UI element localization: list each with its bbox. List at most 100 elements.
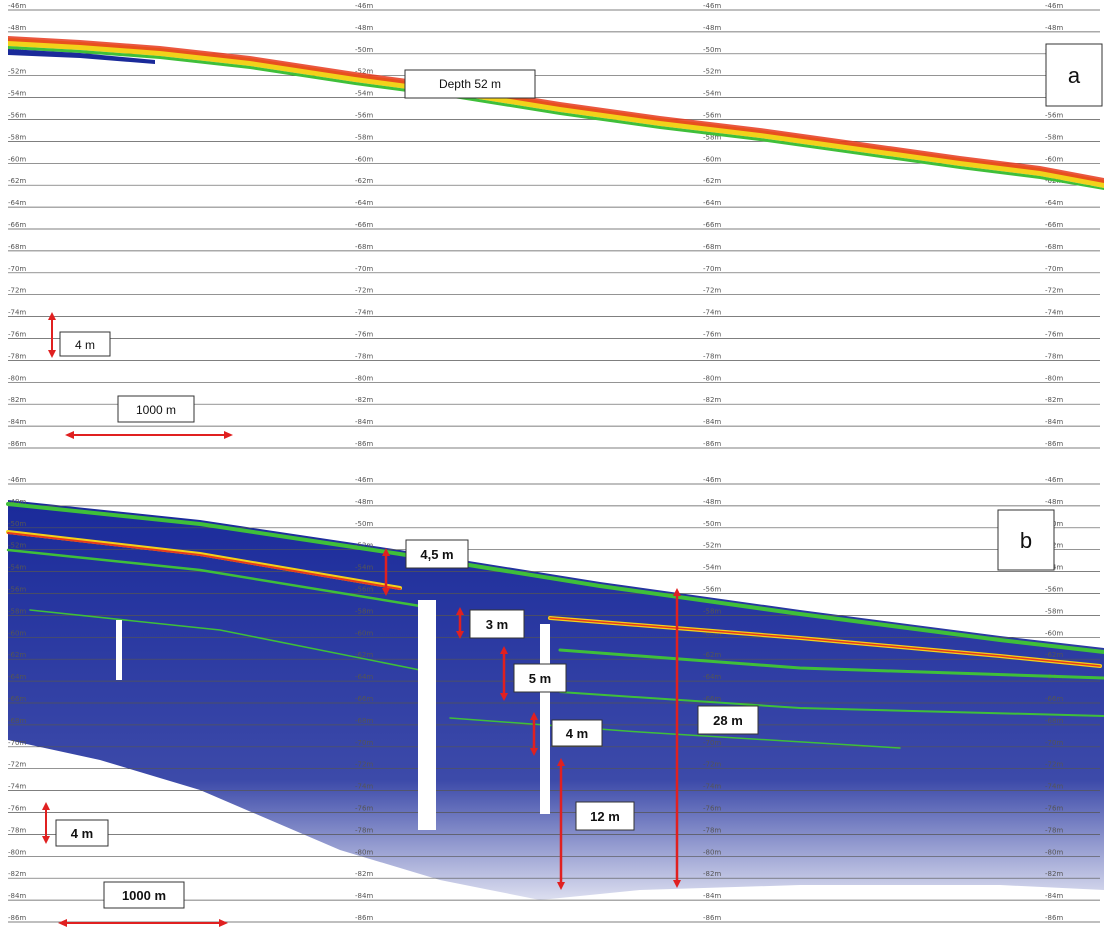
panel-b-depth-tick: -62m (355, 651, 373, 659)
panel-b-depth-tick: -66m (1045, 695, 1063, 703)
panel-b-depth-tick: -80m (1045, 848, 1063, 856)
panel-a-depth-tick: -48m (1045, 24, 1063, 32)
panel-b-depth-tick: -84m (355, 892, 373, 900)
panel-a-depth-tick: -46m (8, 2, 26, 10)
panel-a-depth-tick: -76m (703, 331, 721, 339)
panel-b-depth-tick: -80m (703, 848, 721, 856)
panel-b: -46m -46m -46m -46m -48m -48m -48m -48m -50m -50m… (0, 470, 1104, 927)
panel-a-depth-tick: -62m (355, 177, 373, 185)
panel-a-depth-tick: -56m (8, 112, 26, 120)
panel-a-depth-tick: -74m (1045, 309, 1063, 317)
panel-b-depth-tick: -50m (8, 520, 26, 528)
panel-a-depth-tick: -52m (355, 68, 373, 76)
panel-b-depth-tick: -66m (703, 695, 721, 703)
panel-a-depth-tick: -54m (355, 90, 373, 98)
panel-b-depth-tick: -50m (355, 520, 373, 528)
panel-b-depth-tick: -62m (703, 651, 721, 659)
panel-b-depth-tick: -60m (355, 629, 373, 637)
panel-a-depth-tick: -82m (703, 396, 721, 404)
panel-b-depth-tick: -78m (703, 826, 721, 834)
panel-a: -46m -46m -46m -46m -48m -48m -48m -48m -50m -50m… (0, 0, 1104, 460)
panel-b-depth-tick: -48m (355, 498, 373, 506)
panel-a-depth-tick: -74m (703, 309, 721, 317)
panel-a-depth-tick: -82m (355, 396, 373, 404)
panel-b-depth-tick: -80m (355, 848, 373, 856)
panel-b-depth-tick: -52m (8, 542, 26, 550)
panel-a-depth-tick: -68m (355, 243, 373, 251)
panel-a-depth-tick: -78m (8, 352, 26, 360)
panel-b-depth-tick: -70m (703, 739, 721, 747)
panel-a-depth-tick: -54m (8, 90, 26, 98)
panel-a-echogram: -46m -46m -46m -46m -48m -48m -48m -48m -50m -50m… (8, 2, 1104, 449)
panel-a-depth-tick: -66m (1045, 221, 1063, 229)
panel-a-depth-tick: -58m (8, 133, 26, 141)
thickness-label-6: 28 m (713, 713, 743, 728)
panel-a-depth-tick: -72m (8, 287, 26, 295)
panel-a-depth-tick: -60m (703, 155, 721, 163)
panel-a-depth-tick: -86m (703, 440, 721, 448)
panel-b-depth-tick: -84m (703, 892, 721, 900)
panel-a-depth-tick: -70m (355, 265, 373, 273)
panel-a-seabed-echo (8, 36, 1104, 190)
panel-b-depth-tick: -58m (355, 607, 373, 615)
panel-b-depth-tick: -72m (355, 761, 373, 769)
panel-b-depth-tick: -60m (1045, 629, 1063, 637)
panel-a-depth-tick: -62m (8, 177, 26, 185)
panel-a-depth-tick: -60m (355, 155, 373, 163)
panel-a-depth-tick: -64m (703, 199, 721, 207)
panel-a-depth-tick: -80m (703, 374, 721, 382)
panel-b-depth-tick: -74m (703, 783, 721, 791)
panel-a-depth-tick: -84m (1045, 418, 1063, 426)
panel-a-horizontal-scale-label: 1000 m (136, 403, 176, 417)
panel-b-depth-tick: -68m (8, 717, 26, 725)
panel-a-depth-tick: -50m (355, 46, 373, 54)
panel-a-depth-tick: -56m (355, 112, 373, 120)
panel-a-depth-tick: -58m (703, 133, 721, 141)
panel-b-depth-tick: -82m (355, 870, 373, 878)
panel-b-depth-tick: -52m (355, 542, 373, 550)
panel-b-depth-tick: -58m (703, 607, 721, 615)
panel-b-depth-tick: -46m (8, 476, 26, 484)
panel-b-depth-tick: -62m (1045, 651, 1063, 659)
panel-a-depth-tick: -86m (355, 440, 373, 448)
panel-a-depth-tick: -84m (355, 418, 373, 426)
panel-b-echogram: -46m -46m -46m -46m -48m -48m -48m -48m -50m -50m… (6, 476, 1104, 927)
panel-b-depth-tick: -74m (355, 783, 373, 791)
data-gap-2 (540, 624, 550, 814)
panel-a-depth-tick: -70m (8, 265, 26, 273)
panel-b-vertical-scale: 4 m (42, 802, 109, 847)
thickness-label-3: 5 m (529, 671, 551, 686)
data-gap-1 (418, 600, 436, 830)
panel-b-letter-box: b (997, 509, 1055, 571)
panel-a-depth-tick: -66m (355, 221, 373, 229)
panel-a-depth-tick: -50m (703, 46, 721, 54)
panel-a-depth-tick: -60m (1045, 155, 1063, 163)
panel-b-depth-tick: -78m (355, 826, 373, 834)
data-gap-3 (116, 620, 122, 680)
panel-a-depth-tick: -62m (703, 177, 721, 185)
panel-a-depth-tick: -70m (703, 265, 721, 273)
panel-b-depth-tick: -48m (1045, 498, 1063, 506)
panel-b-depth-tick: -78m (1045, 826, 1063, 834)
panel-a-depth-tick: -48m (8, 24, 26, 32)
thickness-label-4: 4 m (566, 726, 588, 741)
panel-b-depth-tick: -76m (1045, 805, 1063, 813)
panel-b-depth-tick: -86m (355, 914, 373, 922)
panel-a-depth-tick: -58m (1045, 133, 1063, 141)
panel-b-depth-tick: -64m (8, 673, 26, 681)
panel-b-depth-tick: -74m (1045, 783, 1063, 791)
panel-a-depth-tick: -78m (1045, 352, 1063, 360)
panel-b-depth-tick: -46m (703, 476, 721, 484)
panel-a-depth-tick: -86m (8, 440, 26, 448)
panel-b-depth-tick: -58m (8, 607, 26, 615)
panel-a-depth-tick: -64m (355, 199, 373, 207)
panel-b-depth-tick: -46m (1045, 476, 1063, 484)
panel-b-depth-tick: -86m (703, 914, 721, 922)
panel-a-depth-tick: -48m (703, 24, 721, 32)
panel-a-depth-tick: -78m (355, 352, 373, 360)
panel-b-horizontal-scale-label: 1000 m (122, 888, 166, 903)
panel-b-depth-tick: -64m (703, 673, 721, 681)
panel-a-horizontal-scale: 1000 m (65, 395, 233, 439)
panel-b-depth-tick: -66m (355, 695, 373, 703)
depth-callout-label: Depth 52 m (439, 77, 501, 91)
